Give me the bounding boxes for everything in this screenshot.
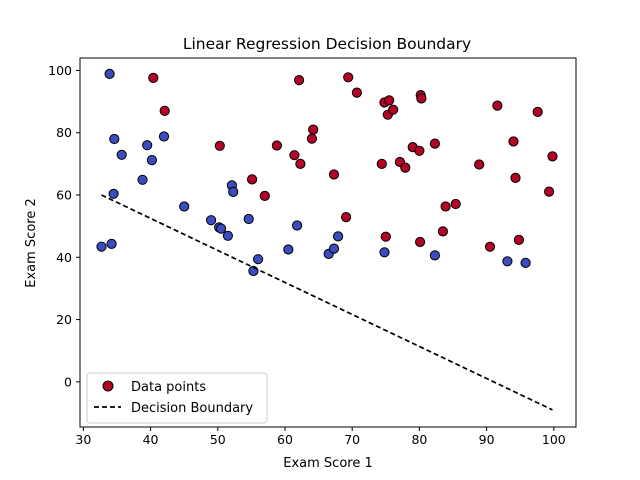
- data-point-not-admitted: [96, 241, 107, 252]
- data-point-not-admitted: [216, 223, 227, 234]
- data-point-admitted: [306, 133, 317, 144]
- data-point-not-admitted: [328, 243, 340, 254]
- data-point-admitted: [508, 136, 519, 147]
- data-point-admitted: [343, 72, 354, 83]
- data-point-not-admitted: [142, 140, 153, 151]
- data-point-admitted: [376, 158, 387, 169]
- data-point-admitted: [341, 212, 352, 223]
- chart-title: Linear Regression Decision Boundary: [183, 35, 471, 53]
- x-tick-label: 50: [210, 432, 226, 447]
- data-point-admitted: [414, 145, 425, 156]
- y-tick-label: 60: [56, 188, 72, 203]
- plot-area: [80, 58, 576, 427]
- data-point-not-admitted: [253, 254, 264, 265]
- data-point-not-admitted: [243, 213, 254, 225]
- data-point-admitted: [159, 105, 170, 117]
- data-point-admitted: [214, 140, 225, 151]
- axes-background: [80, 58, 576, 427]
- data-point-not-admitted: [228, 186, 239, 197]
- data-point-not-admitted: [283, 244, 294, 255]
- data-point-admitted: [295, 158, 306, 169]
- data-point-admitted: [380, 231, 391, 242]
- legend-marker-data-points: [102, 380, 114, 392]
- data-point-admitted: [544, 186, 555, 197]
- data-point-admitted: [148, 72, 159, 84]
- y-axis: 0 20 40 60 80 100: [48, 63, 80, 389]
- data-point-not-admitted: [222, 230, 233, 241]
- y-tick-label: 20: [56, 312, 72, 327]
- legend-label-data-points: Data points: [131, 380, 206, 395]
- data-point-admitted: [289, 150, 300, 161]
- x-tick-label: 100: [542, 432, 566, 447]
- x-tick-label: 60: [277, 432, 293, 447]
- decision-boundary-line: [101, 194, 553, 411]
- data-point-admitted: [416, 93, 427, 104]
- data-point-admitted: [510, 172, 521, 183]
- data-point-not-admitted: [146, 155, 157, 166]
- data-point-admitted: [388, 104, 399, 115]
- y-axis-label: Exam Score 2: [24, 198, 39, 287]
- data-point-admitted: [294, 75, 305, 86]
- legend-box: [86, 372, 268, 424]
- data-point-admitted: [474, 159, 485, 170]
- data-point-not-admitted: [104, 68, 115, 80]
- data-point-admitted: [351, 87, 362, 98]
- data-point-not-admitted: [106, 238, 117, 249]
- data-point-admitted: [429, 138, 440, 149]
- data-point-admitted: [415, 236, 426, 248]
- data-point-not-admitted: [379, 247, 390, 258]
- data-point-not-admitted: [109, 133, 120, 145]
- axes-frame: [79, 57, 577, 428]
- data-point-admitted: [437, 226, 448, 237]
- data-point-not-admitted: [108, 188, 119, 199]
- x-tick-label: 70: [344, 432, 360, 447]
- data-point-admitted: [259, 190, 270, 201]
- data-point-admitted: [513, 234, 525, 245]
- data-point-not-admitted: [520, 257, 531, 268]
- x-tick-label: 90: [479, 432, 495, 447]
- data-point-not-admitted: [502, 256, 513, 267]
- data-point-not-admitted: [333, 231, 344, 242]
- data-point-admitted: [450, 198, 461, 210]
- data-point-admitted: [547, 151, 558, 162]
- data-point-not-admitted: [158, 131, 170, 142]
- data-point-admitted: [532, 106, 543, 118]
- data-point-not-admitted: [179, 201, 190, 212]
- data-point-admitted: [384, 95, 395, 106]
- legend: Data points Decision Boundary: [86, 372, 268, 424]
- legend-label-decision-boundary: Decision Boundary: [131, 401, 253, 416]
- data-point-not-admitted: [137, 174, 148, 185]
- data-point-admitted: [271, 140, 282, 151]
- data-point-admitted: [328, 169, 340, 180]
- data-point-admitted: [308, 124, 319, 135]
- data-point-admitted: [484, 241, 496, 252]
- y-tick-label: 0: [64, 374, 72, 389]
- data-point-admitted: [400, 162, 411, 173]
- x-tick-label: 30: [75, 432, 91, 447]
- data-point-not-admitted: [429, 250, 440, 261]
- y-tick-label: 40: [56, 250, 72, 265]
- x-axis: 30 40 50 60 70 80 90 100: [75, 427, 566, 447]
- data-point-admitted: [440, 201, 451, 212]
- x-tick-label: 40: [143, 432, 159, 447]
- data-point-not-admitted: [206, 215, 217, 226]
- y-tick-label: 100: [48, 63, 72, 78]
- y-tick-label: 80: [56, 125, 72, 140]
- x-tick-label: 80: [411, 432, 427, 447]
- data-point-admitted: [492, 100, 503, 111]
- data-point-not-admitted: [292, 220, 303, 231]
- data-point-admitted: [247, 174, 258, 185]
- data-point-not-admitted: [116, 149, 127, 160]
- x-axis-label: Exam Score 1: [283, 456, 372, 471]
